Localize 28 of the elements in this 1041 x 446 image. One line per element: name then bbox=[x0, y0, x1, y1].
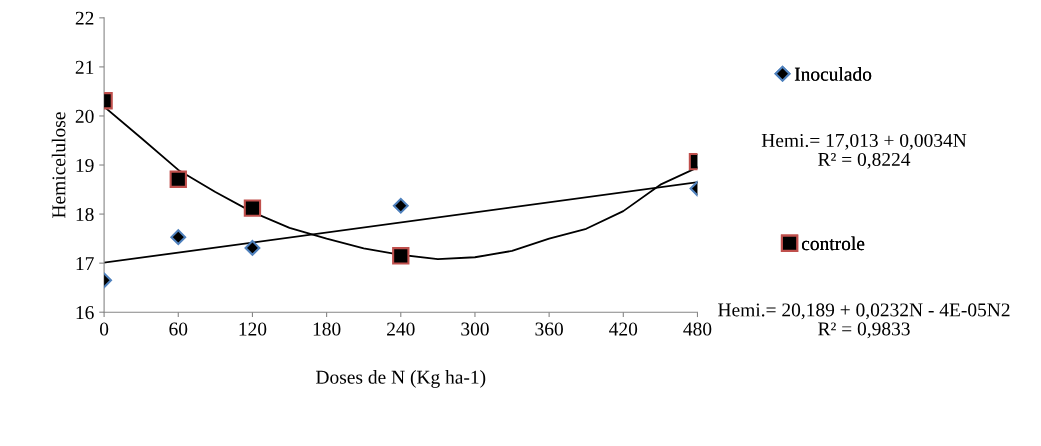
point bbox=[243, 199, 262, 217]
x-tick-label: 120 bbox=[239, 322, 267, 336]
y-tick-label: 17 bbox=[76, 257, 94, 270]
x-tick-label: 240 bbox=[387, 322, 415, 336]
text: Hemi.= 17,013 + 0,0034N R² = 0,8224 bbox=[761, 133, 967, 169]
legend-label: controle bbox=[801, 236, 865, 251]
x-axis-title: Doses de N (Kg ha-1) bbox=[316, 370, 486, 388]
x-tick-label: 0 bbox=[99, 322, 109, 336]
y-tick-label: 20 bbox=[75, 109, 94, 123]
x-tick-label: 60 bbox=[169, 322, 188, 336]
x-tick-label: 480 bbox=[683, 322, 712, 336]
point bbox=[392, 247, 410, 265]
text: Hemi.= 20,189 + 0,0232N - 4E-05N2 R² = 0,9833 bbox=[718, 303, 1010, 339]
x-tick-label: 360 bbox=[535, 322, 563, 336]
point bbox=[170, 229, 187, 246]
y-tick-label: 18 bbox=[76, 207, 94, 222]
x-tick-label: 300 bbox=[461, 322, 489, 336]
point bbox=[392, 197, 409, 214]
legend-label: Inoculado bbox=[794, 67, 872, 81]
y-tick-label: 22 bbox=[75, 11, 94, 25]
x-tick-label: 420 bbox=[609, 322, 638, 336]
point bbox=[244, 240, 261, 256]
x-tick-label: 180 bbox=[313, 322, 341, 336]
y-tick-label: 16 bbox=[76, 306, 94, 320]
y-tick-label: 19 bbox=[76, 158, 94, 172]
y-tick-label: 21 bbox=[75, 60, 94, 74]
point bbox=[169, 170, 187, 188]
y-axis-title: Hemicelulose bbox=[51, 112, 66, 218]
